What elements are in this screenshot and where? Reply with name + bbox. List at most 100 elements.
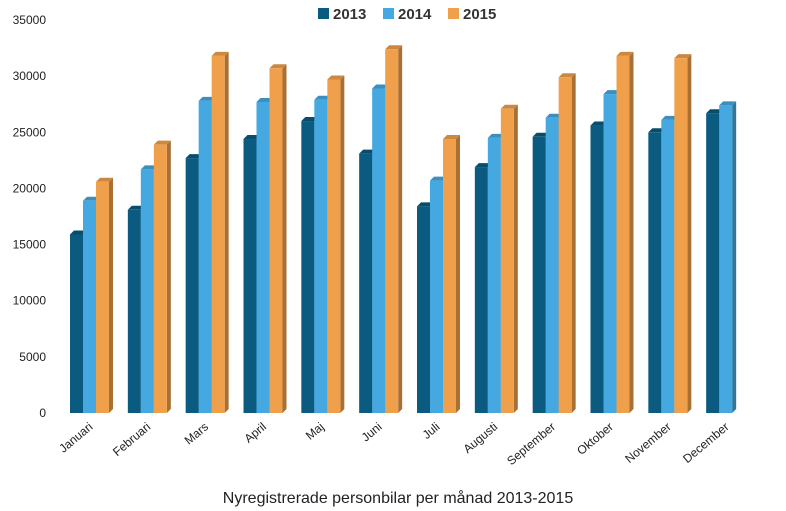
bar-group-februari bbox=[127, 140, 171, 413]
bar-top bbox=[96, 177, 113, 182]
y-tick-label: 0 bbox=[39, 406, 46, 420]
bar-front bbox=[661, 119, 675, 413]
bar-side bbox=[456, 135, 460, 413]
legend: 2013 2014 2015 bbox=[318, 6, 496, 23]
y-axis: 0 5000 10000 15000 20000 25000 30000 35000 bbox=[13, 13, 47, 420]
bar-side bbox=[732, 101, 737, 413]
bars bbox=[70, 45, 737, 414]
bar-top bbox=[487, 133, 505, 138]
bar-top bbox=[327, 75, 345, 80]
bar-front bbox=[500, 108, 514, 413]
bar-front bbox=[314, 99, 328, 414]
bar-top bbox=[500, 104, 518, 109]
legend-label: 2014 bbox=[398, 6, 432, 23]
bar-front bbox=[532, 136, 546, 413]
bar-2015-maj bbox=[327, 75, 345, 414]
bar-top bbox=[140, 165, 158, 170]
legend-swatch bbox=[318, 8, 329, 19]
legend-label: 2013 bbox=[333, 6, 366, 23]
bar-2015-juni bbox=[385, 45, 403, 414]
bar-top bbox=[127, 205, 145, 210]
bar-front bbox=[327, 79, 341, 414]
bar-side bbox=[282, 64, 287, 413]
bar-top bbox=[243, 135, 261, 140]
bar-side bbox=[340, 75, 345, 414]
bar-2015-januari bbox=[96, 177, 113, 413]
y-tick-label: 25000 bbox=[13, 125, 47, 139]
x-tick-label: November bbox=[622, 420, 673, 466]
bar-front bbox=[417, 206, 430, 413]
bar-group-september bbox=[532, 73, 576, 413]
bar-front bbox=[185, 158, 199, 413]
bar-2015-september bbox=[558, 73, 576, 413]
bar-front bbox=[243, 139, 257, 413]
bar-front bbox=[648, 132, 662, 414]
bar-front bbox=[301, 121, 315, 414]
bar-front bbox=[674, 58, 688, 413]
bar-front bbox=[430, 180, 443, 413]
legend-label: 2015 bbox=[463, 6, 496, 23]
bar-top bbox=[83, 196, 100, 201]
bar-front bbox=[70, 234, 83, 413]
bar-top bbox=[372, 84, 390, 89]
bar-front bbox=[706, 113, 720, 413]
bar-group-januari bbox=[70, 177, 113, 413]
bar-side bbox=[571, 73, 576, 413]
y-tick-label: 35000 bbox=[13, 13, 47, 27]
bar-front bbox=[198, 100, 212, 414]
bar-side bbox=[629, 51, 634, 413]
bar-top bbox=[185, 154, 203, 159]
bar-top bbox=[661, 115, 679, 120]
bar-top bbox=[532, 132, 550, 137]
bar-top bbox=[430, 176, 447, 181]
bar-front bbox=[603, 94, 617, 413]
bar-top bbox=[211, 51, 229, 56]
bar-top bbox=[359, 149, 377, 154]
y-tick-label: 20000 bbox=[13, 181, 47, 195]
bar-group-december bbox=[706, 101, 737, 413]
x-tick-label: Augusti bbox=[461, 420, 501, 456]
x-tick-label: Mars bbox=[182, 420, 211, 448]
bar-top bbox=[301, 117, 319, 122]
bar-front bbox=[558, 77, 572, 413]
bar-side bbox=[224, 51, 229, 413]
bar-side bbox=[687, 54, 692, 413]
y-tick-label: 15000 bbox=[13, 238, 47, 252]
bar-top bbox=[648, 128, 666, 133]
bar-top bbox=[558, 73, 576, 78]
bar-top bbox=[70, 230, 87, 235]
bar-front bbox=[616, 55, 630, 413]
bar-front bbox=[269, 68, 283, 413]
bar-group-augusti bbox=[474, 104, 518, 413]
bar-2014-december bbox=[719, 101, 737, 413]
bar-group-april bbox=[243, 64, 287, 414]
bar-front bbox=[443, 139, 456, 413]
bar-2015-november bbox=[674, 54, 692, 413]
bar-front bbox=[385, 49, 399, 414]
legend-item-2014: 2014 bbox=[383, 6, 432, 23]
bar-group-juli bbox=[417, 135, 460, 413]
bar-front bbox=[590, 125, 604, 413]
bar-front bbox=[545, 117, 559, 413]
y-tick-label: 30000 bbox=[13, 69, 47, 83]
x-axis: Januari Februari Mars April Maj Juni Juli Augus… bbox=[56, 420, 731, 468]
bar-top bbox=[590, 121, 608, 126]
bar-top bbox=[314, 95, 332, 100]
x-tick-label: Juli bbox=[420, 420, 443, 442]
bar-top bbox=[474, 163, 492, 168]
bar-2015-februari bbox=[153, 140, 171, 413]
bar-front bbox=[96, 181, 109, 413]
x-tick-label: Januari bbox=[56, 420, 95, 456]
bar-group-mars bbox=[185, 51, 229, 414]
bar-front bbox=[83, 200, 96, 413]
bar-side bbox=[398, 45, 403, 414]
x-tick-label: Maj bbox=[303, 420, 327, 443]
bar-top bbox=[417, 202, 434, 207]
bar-front bbox=[211, 55, 225, 413]
bar-top bbox=[706, 109, 724, 114]
legend-swatch bbox=[448, 8, 459, 19]
bar-2015-mars bbox=[211, 51, 229, 413]
y-tick-label: 10000 bbox=[13, 294, 47, 308]
